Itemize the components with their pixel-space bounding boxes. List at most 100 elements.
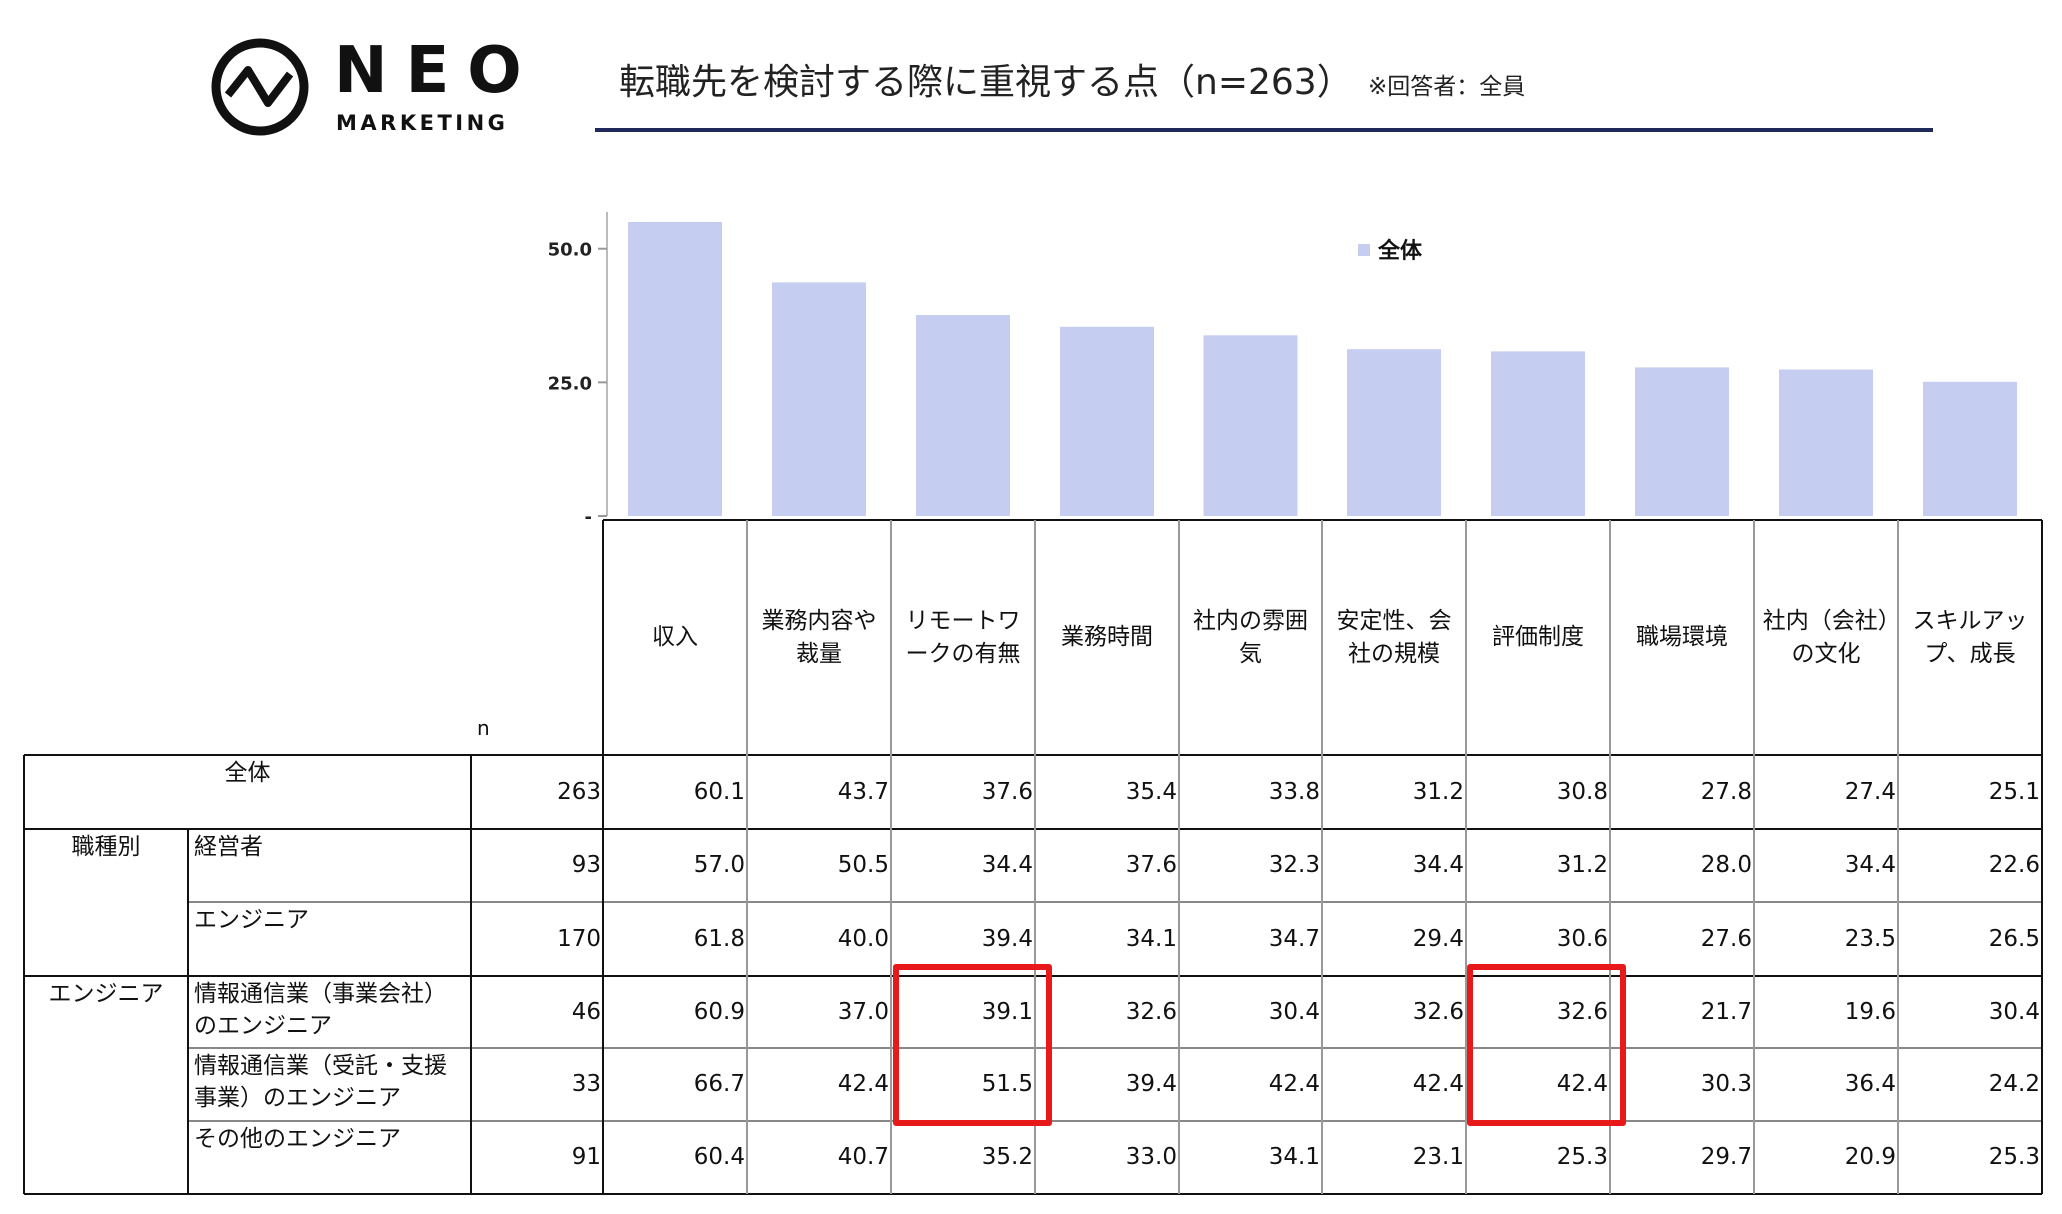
column-header: 業務内容や裁量	[761, 608, 877, 667]
cell-value: 30.6	[1556, 925, 1608, 952]
cell-value: 37.6	[1125, 852, 1177, 879]
logo-name: NEO	[334, 34, 540, 108]
row-label: 情報通信業（事業会社）のエンジニア	[194, 981, 447, 1040]
highlight-box	[893, 964, 1052, 1126]
cell-value: 22.6	[1988, 852, 2040, 879]
bar	[1203, 335, 1298, 516]
cell-value: 60.1	[693, 778, 745, 805]
bar	[1635, 367, 1729, 516]
column-header: 評価制度	[1492, 624, 1584, 651]
cell-value: 42.4	[1268, 1071, 1320, 1098]
cell-value: 19.6	[1844, 998, 1896, 1025]
cell-value: 24.2	[1988, 1071, 2040, 1098]
n-value: 263	[557, 778, 601, 805]
cell-value: 32.6	[1412, 998, 1464, 1025]
cell-value: 43.7	[837, 778, 889, 805]
bar	[1491, 351, 1585, 516]
column-header: 職場環境	[1636, 624, 1728, 651]
bar	[1060, 326, 1154, 516]
cell-value: 40.0	[837, 925, 889, 952]
cell-value: 34.1	[1268, 1144, 1320, 1171]
column-header: 社内（会社）の文化	[1762, 608, 1890, 667]
cell-value: 42.4	[837, 1071, 889, 1098]
cell-value: 23.1	[1412, 1144, 1464, 1171]
plot: - 25.0 50.0	[548, 212, 2017, 528]
cell-value: 60.4	[693, 1144, 745, 1171]
highlight-box	[1467, 964, 1626, 1126]
cell-value: 30.4	[1268, 998, 1320, 1025]
cell-value: 27.8	[1700, 778, 1752, 805]
cell-value: 31.2	[1412, 778, 1464, 805]
y-tick-label: 50.0	[548, 240, 592, 261]
n-header: n	[477, 715, 490, 740]
cell-value: 23.5	[1844, 925, 1896, 952]
note: ※回答者：全員	[1368, 74, 1525, 100]
cell-value: 35.2	[981, 1144, 1033, 1171]
cell-value: 27.6	[1700, 925, 1752, 952]
row-label: 経営者	[194, 834, 263, 860]
cell-value: 26.5	[1988, 925, 2040, 952]
cell-value: 34.4	[981, 852, 1033, 879]
cell-value: 33.8	[1268, 778, 1320, 805]
legend-label: 全体	[1377, 238, 1423, 264]
cell-value: 32.3	[1268, 852, 1320, 879]
cell-value: 42.4	[1412, 1071, 1464, 1098]
cell-value: 39.4	[981, 925, 1033, 952]
bar	[628, 222, 722, 517]
group-label: エンジニア	[48, 981, 164, 1007]
cell-value: 30.8	[1556, 778, 1608, 805]
column-header: 安定性、会社の規模	[1336, 608, 1452, 667]
column-header: 社内の雰囲気	[1193, 608, 1308, 667]
group-label: 職種別	[71, 834, 141, 860]
cell-value: 28.0	[1700, 852, 1752, 879]
cell-value: 35.4	[1125, 778, 1177, 805]
bar	[1779, 369, 1873, 516]
n-value: 93	[571, 852, 601, 879]
cell-value: 66.7	[693, 1071, 745, 1098]
logo-wave	[224, 66, 294, 107]
cell-value: 27.4	[1844, 778, 1896, 805]
n-value: 33	[571, 1071, 601, 1098]
cell-value: 34.4	[1844, 852, 1896, 879]
cell-value: 39.4	[1125, 1071, 1177, 1098]
cell-value: 34.7	[1268, 925, 1320, 952]
cell-value: 29.7	[1700, 1144, 1752, 1171]
cell-value: 42.4	[1556, 1071, 1608, 1098]
legend-swatch	[1358, 244, 1370, 256]
title: 転職先を検討する際に重視する点（n=263）	[619, 62, 1353, 103]
cell-value: 37.0	[837, 998, 889, 1025]
cell-value: 25.1	[1988, 778, 2040, 805]
logo-circle	[211, 38, 309, 136]
cell-value: 29.4	[1412, 925, 1464, 952]
cell-value: 32.6	[1125, 998, 1177, 1025]
y-tick-label: -	[585, 507, 592, 528]
row-label: 全体	[224, 760, 271, 786]
cell-value: 32.6	[1556, 998, 1608, 1025]
cell-value: 31.2	[1556, 852, 1608, 879]
cell-value: 34.4	[1412, 852, 1464, 879]
cell-value: 33.0	[1125, 1144, 1177, 1171]
row-label: エンジニア	[194, 907, 309, 933]
cell-value: 39.1	[981, 998, 1033, 1025]
row-label: その他のエンジニア	[194, 1126, 401, 1152]
cell-value: 21.7	[1700, 998, 1752, 1025]
bars	[628, 222, 2017, 517]
column-header: リモートワークの有無	[905, 608, 1021, 667]
cell-value: 61.8	[693, 925, 745, 952]
cell-value: 50.5	[837, 852, 889, 879]
n-value: 170	[557, 925, 601, 952]
bar	[1347, 349, 1441, 516]
column-header: スキルアップ、成長	[1912, 608, 2028, 667]
bar	[772, 282, 866, 516]
cell-value: 51.5	[981, 1071, 1033, 1098]
row-label: 情報通信業（受託・支援事業）のエンジニア	[194, 1053, 447, 1112]
column-header: 業務時間	[1061, 624, 1153, 651]
logo-sub: MARKETING	[336, 111, 508, 135]
cell-value: 30.4	[1988, 998, 2040, 1025]
cell-value: 20.9	[1844, 1144, 1896, 1171]
bar	[916, 315, 1010, 516]
bar	[1923, 381, 2017, 516]
cell-value: 25.3	[1556, 1144, 1608, 1171]
